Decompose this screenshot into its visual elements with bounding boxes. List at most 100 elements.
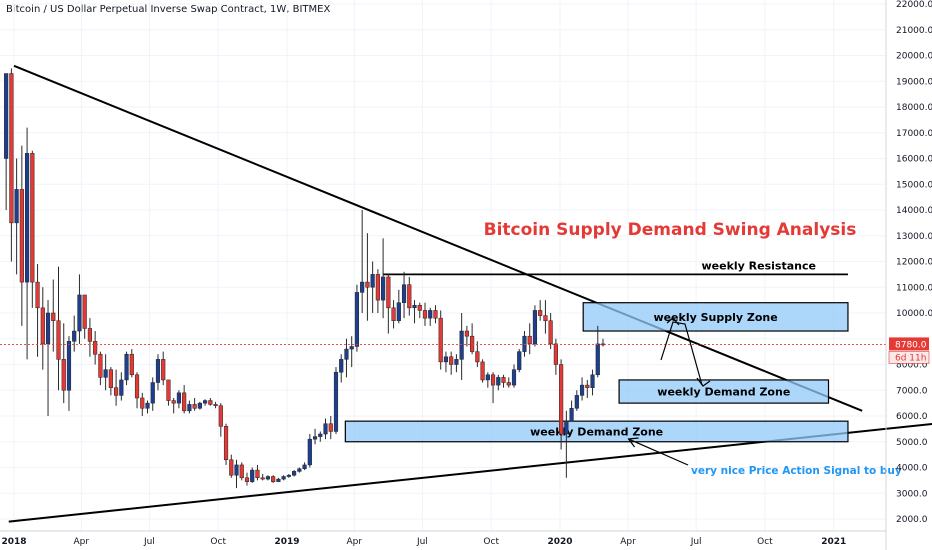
candle <box>51 279 56 352</box>
candle <box>333 367 339 435</box>
candle-body <box>218 405 223 427</box>
x-tick-label: Jul <box>416 537 428 547</box>
candle <box>375 269 380 313</box>
candle-body <box>569 408 574 422</box>
candle-body <box>82 294 87 329</box>
candle-body <box>297 468 302 472</box>
candle <box>407 276 412 316</box>
candle-body <box>559 364 564 435</box>
candle-body <box>590 374 595 388</box>
candle <box>438 310 443 370</box>
candle-body <box>223 426 229 461</box>
x-tick-label: 2018 <box>1 537 26 547</box>
candle-body <box>166 379 171 401</box>
candle-body <box>276 478 281 482</box>
candle-body <box>281 476 286 480</box>
candle <box>82 294 87 339</box>
candle <box>339 354 344 383</box>
candle <box>161 351 166 386</box>
candle <box>260 473 265 481</box>
candle-body <box>239 464 244 479</box>
candle-body <box>438 317 443 363</box>
candle-body <box>375 274 380 301</box>
x-tick-label: Oct <box>210 537 226 547</box>
candle-body <box>532 310 538 345</box>
candle <box>250 467 255 483</box>
y-tick-label: 2000.0 <box>896 515 928 525</box>
candle <box>490 372 496 404</box>
candle <box>365 233 370 321</box>
annotation-text: very nice Price Action Signal to buy <box>691 465 902 477</box>
candle-body <box>203 400 208 404</box>
candle <box>292 470 297 477</box>
candle-body <box>464 330 469 337</box>
candle-body <box>381 276 386 301</box>
countdown-label: 6d 11h <box>895 353 926 363</box>
candle-body <box>553 343 558 365</box>
candle <box>386 274 391 334</box>
candle <box>538 300 543 321</box>
candle <box>223 423 229 465</box>
candle <box>234 459 239 489</box>
candle-body <box>30 153 35 283</box>
candle <box>171 397 176 414</box>
y-tick-label: 4000.0 <box>896 464 928 474</box>
candle-body <box>72 330 77 342</box>
chart-header-title: Bitcoin / US Dollar Perpetual Inverse Sw… <box>6 4 331 15</box>
candle-body <box>527 335 532 345</box>
y-tick-label: 20000.0 <box>896 52 932 62</box>
candle <box>312 428 318 445</box>
candle <box>98 351 103 386</box>
candle <box>145 400 150 414</box>
candle-body <box>93 341 98 355</box>
candle <box>480 359 485 383</box>
candle <box>323 418 328 440</box>
candle <box>559 359 564 450</box>
y-tick-label: 6000.0 <box>896 412 928 422</box>
candle-body <box>176 392 182 404</box>
trend-line <box>13 64 863 412</box>
x-tick-label: Apr <box>620 537 636 547</box>
candle-body <box>323 423 328 435</box>
zone-box <box>344 420 849 443</box>
zone-label: weekly Supply Zone <box>653 311 777 324</box>
candle <box>93 331 98 365</box>
candle <box>506 377 511 388</box>
candle <box>344 338 349 378</box>
candle-body <box>428 310 433 319</box>
candle-body <box>265 476 271 480</box>
trend-lines: weekly Resistance <box>8 64 932 523</box>
candle <box>25 127 30 360</box>
candle-body <box>134 374 140 399</box>
candle <box>129 349 134 378</box>
zone-box <box>582 302 849 332</box>
y-tick-label: 14000.0 <box>896 206 932 216</box>
candle <box>511 364 517 388</box>
candle-body <box>585 384 590 388</box>
candle-body <box>260 477 265 480</box>
candle <box>360 210 365 313</box>
candle-body <box>35 281 40 309</box>
candle-body <box>312 436 318 440</box>
candle <box>187 400 192 414</box>
candle <box>569 400 574 422</box>
y-tick-label: 18000.0 <box>896 103 932 113</box>
candle-body <box>129 353 134 376</box>
candle <box>564 410 569 478</box>
candle <box>381 238 386 319</box>
y-tick-label: 10000.0 <box>896 309 932 319</box>
candle-body <box>579 384 585 396</box>
candle <box>197 401 202 410</box>
grid <box>0 0 886 531</box>
candle <box>66 336 72 411</box>
candle-body <box>182 392 187 412</box>
candle-body <box>77 294 82 332</box>
candle-body <box>40 307 45 345</box>
candle-body <box>124 353 129 381</box>
candle-body <box>564 420 569 435</box>
candle <box>108 367 113 396</box>
candle <box>30 150 35 308</box>
candle <box>281 475 286 481</box>
